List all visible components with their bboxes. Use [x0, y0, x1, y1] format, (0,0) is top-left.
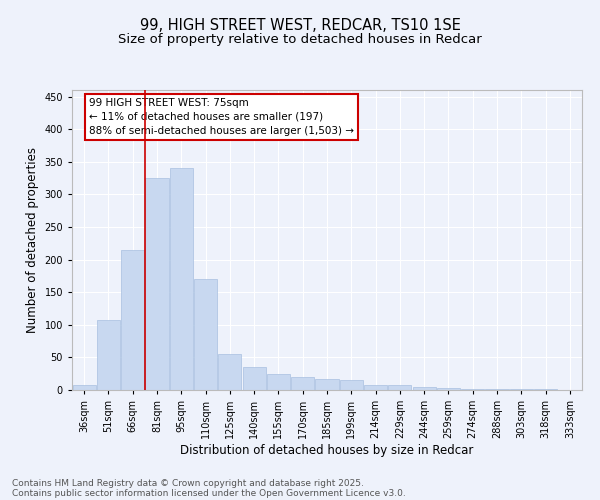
Text: 99 HIGH STREET WEST: 75sqm
← 11% of detached houses are smaller (197)
88% of sem: 99 HIGH STREET WEST: 75sqm ← 11% of deta… [89, 98, 354, 136]
Bar [194, 279, 217, 390]
Bar [73, 386, 95, 390]
Bar [388, 385, 412, 390]
Bar [340, 380, 363, 390]
Bar [364, 385, 387, 390]
Text: Contains HM Land Registry data © Crown copyright and database right 2025.: Contains HM Land Registry data © Crown c… [12, 478, 364, 488]
Text: Size of property relative to detached houses in Redcar: Size of property relative to detached ho… [118, 32, 482, 46]
Bar [145, 178, 169, 390]
Y-axis label: Number of detached properties: Number of detached properties [26, 147, 39, 333]
Bar [170, 168, 193, 390]
X-axis label: Distribution of detached houses by size in Redcar: Distribution of detached houses by size … [181, 444, 473, 457]
Bar [218, 354, 241, 390]
Bar [291, 377, 314, 390]
Bar [267, 374, 290, 390]
Bar [97, 320, 120, 390]
Bar [242, 367, 266, 390]
Text: Contains public sector information licensed under the Open Government Licence v3: Contains public sector information licen… [12, 488, 406, 498]
Bar [121, 250, 144, 390]
Text: 99, HIGH STREET WEST, REDCAR, TS10 1SE: 99, HIGH STREET WEST, REDCAR, TS10 1SE [140, 18, 460, 32]
Bar [437, 388, 460, 390]
Bar [413, 386, 436, 390]
Bar [316, 379, 338, 390]
